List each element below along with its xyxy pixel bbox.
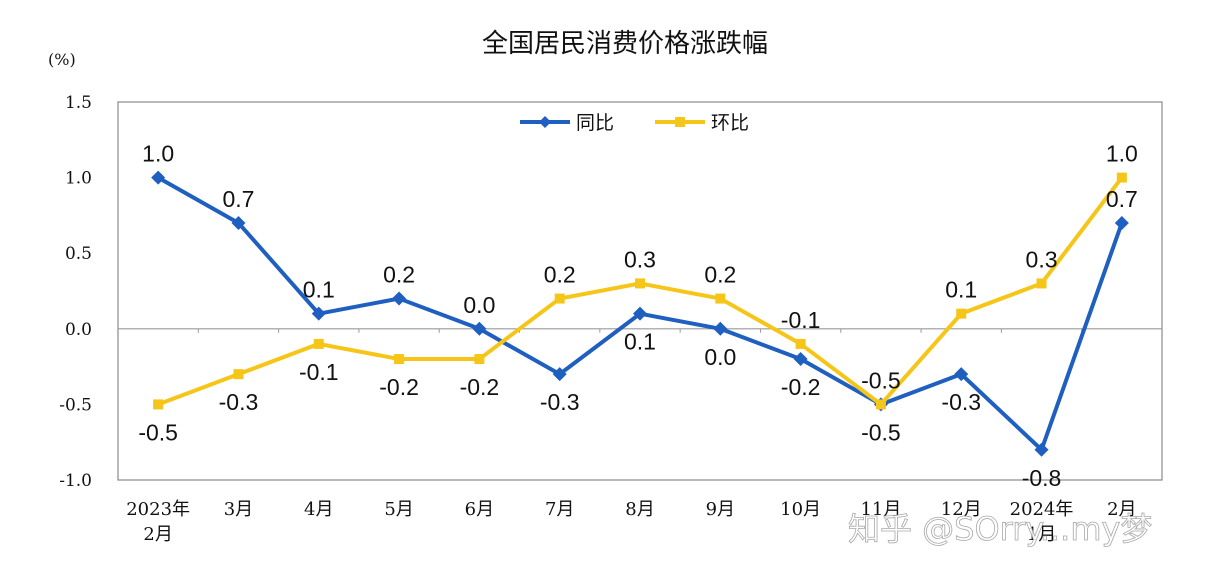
x-tick-label: 9月 — [706, 499, 735, 520]
data-label: -0.2 — [781, 374, 821, 400]
point-marker — [1116, 172, 1127, 183]
data-label: -0.2 — [460, 374, 500, 400]
data-label: 0.2 — [704, 262, 736, 288]
x-tick-label: 5月 — [384, 499, 413, 520]
point-marker — [1036, 278, 1047, 289]
x-tick-label: 2023年 — [126, 499, 190, 520]
point-marker — [472, 321, 487, 336]
x-tick-label: 6月 — [465, 499, 494, 520]
data-label: 0.0 — [704, 344, 736, 370]
data-label: 0.3 — [624, 246, 656, 272]
x-tick-label: 4月 — [304, 499, 333, 520]
data-label: -0.3 — [941, 389, 981, 415]
data-label: 0.0 — [463, 292, 495, 318]
point-marker — [231, 215, 246, 230]
data-label: 1.0 — [1106, 141, 1138, 167]
point-marker — [552, 367, 567, 382]
point-marker — [795, 338, 806, 349]
point-marker — [715, 293, 726, 304]
point-marker — [313, 338, 324, 349]
x-tick-label: 2月 — [143, 524, 172, 545]
y-tick-label: -0.5 — [59, 395, 92, 415]
chart-title: 全国居民消费价格涨跌幅 — [482, 29, 768, 59]
point-marker — [956, 308, 967, 319]
x-tick-label: 1月 — [1027, 524, 1056, 545]
point-marker — [311, 306, 326, 321]
data-label: -0.5 — [861, 419, 901, 445]
point-marker — [793, 352, 808, 367]
legend: 同比 环比 — [520, 112, 749, 134]
data-label: -0.3 — [540, 389, 580, 415]
point-marker — [554, 293, 565, 304]
x-tick-label: 7月 — [545, 499, 574, 520]
point-marker — [633, 306, 647, 321]
legend-label: 同比 — [576, 112, 614, 134]
data-label: 1.0 — [142, 141, 174, 167]
x-tick-label: 3月 — [224, 499, 253, 520]
point-marker — [474, 354, 485, 365]
y-unit-label: (%) — [48, 50, 76, 69]
y-tick-label: 0.0 — [65, 320, 92, 340]
x-tick-label: 12月 — [941, 499, 982, 520]
x-tick-label: 10月 — [780, 499, 821, 520]
data-label: 0.7 — [1106, 186, 1138, 212]
point-marker — [151, 170, 166, 185]
point-marker — [153, 399, 164, 410]
data-label: -0.5 — [861, 367, 901, 393]
x-tick-label: 11月 — [860, 499, 901, 520]
data-label: -0.2 — [379, 374, 419, 400]
y-tick-label: -1.0 — [59, 471, 92, 491]
data-label: -0.1 — [781, 307, 821, 333]
data-label: 0.2 — [383, 262, 415, 288]
data-label: 0.1 — [303, 277, 335, 303]
point-marker — [875, 399, 886, 410]
data-label: -0.8 — [1022, 465, 1062, 491]
data-label: 0.1 — [624, 329, 656, 355]
x-tick-label: 8月 — [625, 499, 654, 520]
point-marker — [954, 367, 969, 382]
data-label: 0.2 — [544, 262, 576, 288]
plot-area-frame — [117, 101, 1163, 481]
data-label: -0.5 — [138, 419, 178, 445]
y-tick-label: 1.5 — [65, 93, 92, 113]
data-label: 0.3 — [1026, 246, 1058, 272]
point-marker — [392, 291, 407, 306]
point-marker — [1034, 442, 1049, 457]
point-marker — [394, 354, 405, 365]
legend-label: 环比 — [711, 112, 749, 134]
y-tick-label: 0.5 — [65, 244, 92, 264]
axes-layer: 1.5 1.0 0.5 0.0 -0.5 -1.0 2023年 2月 3月 4月 5月 6月 7月 8月 9… — [59, 93, 1162, 545]
point-marker — [1114, 215, 1129, 230]
point-marker — [713, 321, 728, 336]
point-marker — [233, 369, 244, 380]
series-layer — [151, 170, 1129, 457]
y-tick-label: 1.0 — [65, 169, 92, 189]
data-labels-layer: 1.0 0.7 0.1 0.2 0.0 -0.3 0.1 0.0 -0.2 -0.5 -0.3 -0.… — [138, 141, 1138, 491]
watermark-text: 知乎 @SOrry...my梦 — [848, 510, 1152, 548]
legend-marker — [539, 116, 551, 128]
x-tick-label: 2月 — [1107, 499, 1136, 520]
data-label: 0.1 — [945, 277, 977, 303]
point-marker — [635, 278, 645, 289]
x-tick-label: 2024年 — [1010, 499, 1074, 520]
data-label: -0.3 — [219, 389, 259, 415]
data-label: 0.7 — [222, 186, 254, 212]
legend-marker — [675, 117, 685, 127]
data-label: -0.1 — [299, 359, 339, 385]
